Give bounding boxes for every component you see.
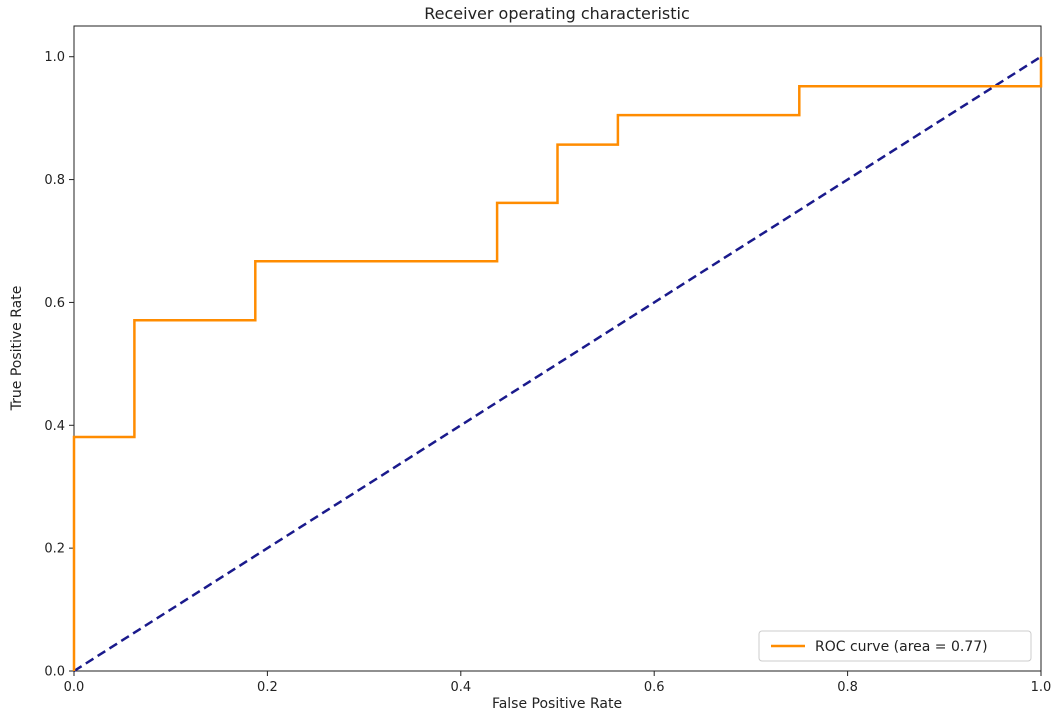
y-axis: 0.0 0.2 0.4 0.6 0.8 1.0 <box>44 50 74 680</box>
x-axis: 0.0 0.2 0.4 0.6 0.8 1.0 <box>64 671 1052 695</box>
plot-area <box>73 25 1042 672</box>
x-tick-label: 0.6 <box>644 680 665 695</box>
y-tick-label: 1.0 <box>44 50 65 65</box>
y-tick-label: 0.8 <box>44 173 65 188</box>
series-layer <box>72 55 1043 673</box>
chart-title: Receiver operating characteristic <box>424 4 690 23</box>
x-tick-label: 0.0 <box>64 680 85 695</box>
x-tick-label: 1.0 <box>1031 680 1052 695</box>
x-tick-label: 0.8 <box>837 680 858 695</box>
chance-diagonal-line <box>73 55 1042 673</box>
x-tick-label: 0.2 <box>257 680 278 695</box>
legend: ROC curve (area = 0.77) <box>758 630 1032 662</box>
y-axis-label: True Positive Rate <box>9 286 25 412</box>
y-tick-label: 0.4 <box>44 419 65 434</box>
roc-curve-line <box>72 56 1043 671</box>
legend-box <box>758 630 1032 662</box>
y-tick-label: 0.2 <box>44 542 65 557</box>
y-tick-label: 0.0 <box>44 665 65 680</box>
x-axis-label: False Positive Rate <box>492 696 622 712</box>
legend-label: ROC curve (area = 0.77) <box>815 639 988 655</box>
y-tick-label: 0.6 <box>44 296 65 311</box>
x-tick-label: 0.4 <box>450 680 471 695</box>
